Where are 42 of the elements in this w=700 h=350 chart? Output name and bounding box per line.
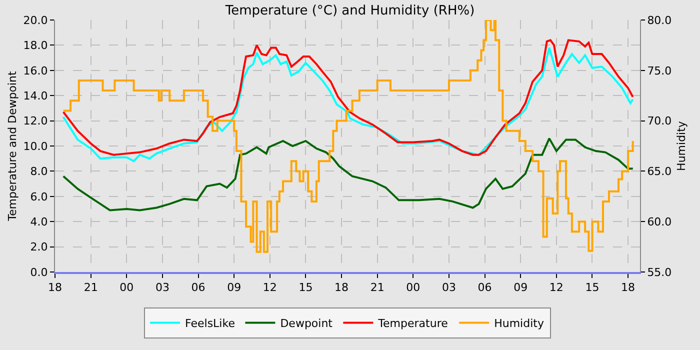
y-tick-label: 8.0 <box>30 165 48 178</box>
y-tick-label: 20.0 <box>23 14 48 27</box>
x-tick-label: 18 <box>48 281 62 294</box>
y-tick-label: 10.0 <box>23 140 48 153</box>
x-tick-label: 21 <box>370 281 384 294</box>
x-tick-label: 09 <box>514 281 528 294</box>
legend-label: Temperature <box>377 317 448 330</box>
x-tick-label: 15 <box>585 281 600 294</box>
legend-label: Humidity <box>494 317 544 330</box>
y2-tick-label: 55.0 <box>647 266 672 279</box>
legend-label: FeelsLike <box>185 317 236 330</box>
y2-tick-label: 75.0 <box>647 64 672 78</box>
x-tick-label: 15 <box>298 281 313 294</box>
x-tick-label: 09 <box>227 281 242 294</box>
y-tick-label: 16.0 <box>23 64 48 78</box>
y-tick-label: 18.0 <box>23 39 48 52</box>
x-tick-label: 00 <box>406 281 420 294</box>
x-tick-label: 06 <box>191 281 206 294</box>
x-tick-label: 03 <box>442 281 456 294</box>
chart-title: Temperature (°C) and Humidity (RH%) <box>224 3 475 18</box>
x-tick-label: 06 <box>478 281 492 294</box>
y-axis-title: Temperature and Dewpoint <box>6 70 19 222</box>
x-tick-label: 18 <box>621 281 636 294</box>
y2-tick-label: 70.0 <box>647 114 672 128</box>
x-tick-label: 12 <box>549 281 564 294</box>
y-tick-label: 2.0 <box>30 240 48 254</box>
y2-axis-title: Humidity <box>674 120 688 171</box>
y2-tick-label: 60.0 <box>647 215 672 228</box>
y-tick-label: 6.0 <box>30 190 48 204</box>
x-tick-label: 18 <box>334 281 349 294</box>
line-series <box>62 137 634 212</box>
y2-tick-label: 65.0 <box>647 165 672 178</box>
legend-label: Dewpoint <box>280 317 334 330</box>
y2-tick-label: 80.0 <box>647 14 672 27</box>
y-tick-label: 12.0 <box>23 114 48 128</box>
x-tick-label: 00 <box>120 281 134 294</box>
y-tick-label: 0.0 <box>30 266 48 279</box>
y-tick-label: 4.0 <box>30 215 48 228</box>
x-tick-label: 21 <box>84 281 98 294</box>
y-tick-label: 14.0 <box>23 89 48 102</box>
x-tick-label: 03 <box>155 281 170 294</box>
x-tick-label: 12 <box>262 281 277 294</box>
